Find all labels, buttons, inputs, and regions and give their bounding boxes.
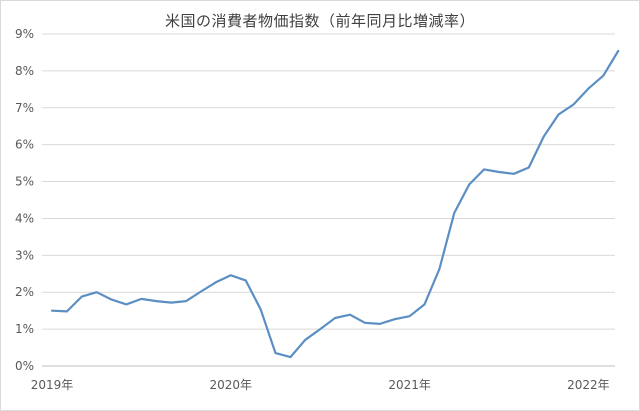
x-tick-label: 2021年 — [388, 378, 431, 392]
x-tick-label: 2020年 — [210, 378, 253, 392]
y-tick-label: 8% — [15, 64, 34, 78]
chart-title: 米国の消費者物価指数（前年同月比増減率） — [164, 12, 475, 30]
y-tick-label: 4% — [15, 211, 34, 225]
y-tick-label: 2% — [15, 285, 34, 299]
y-tick-label: 7% — [15, 101, 34, 115]
x-tick-labels: 2019年 2020年 2021年 2022年 — [31, 378, 610, 392]
y-tick-label: 0% — [15, 359, 34, 373]
y-tick-labels: 0% 1% 2% 3% 4% 5% 6% 7% 8% 9% — [15, 27, 34, 373]
y-tick-label: 9% — [15, 27, 34, 41]
series-group — [50, 49, 620, 359]
series-line — [50, 49, 620, 359]
y-tick-label: 5% — [15, 175, 34, 189]
x-tick-label: 2019年 — [31, 378, 74, 392]
y-tick-label: 3% — [15, 248, 34, 262]
y-tick-label: 1% — [15, 322, 34, 336]
y-tick-label: 6% — [15, 138, 34, 152]
gridlines — [42, 33, 615, 330]
x-tick-label: 2022年 — [567, 378, 610, 392]
